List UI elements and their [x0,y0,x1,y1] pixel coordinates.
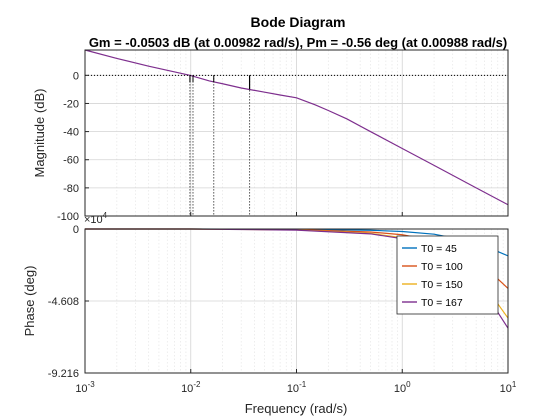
magnitude-curves [84,49,509,206]
phase-legend: T0 = 45 T0 = 100 T0 = 150 T0 = 167 [396,235,499,315]
x-tick-label: 100 [394,380,411,395]
y-tick-label: 0 [73,224,79,236]
legend-entry-label: T0 = 150 [421,279,463,291]
y-tick-label: -80 [63,183,79,195]
phase-y-multiplier: ×104 [84,211,108,226]
legend-entry-label: T0 = 45 [421,243,457,255]
magnitude-y-axis-label: Magnitude (dB) [32,89,47,178]
magnitude-curve [84,49,509,206]
x-ticks: 10-3 10-2 10-1 100 101 [75,212,517,395]
margin-markers [85,74,508,216]
x-tick-label: 10-1 [287,380,307,395]
x-tick-label: 10-3 [75,380,95,395]
x-tick-label: 10-2 [181,380,201,395]
y-tick-label: 0 [73,70,79,82]
phase-axes: 0 -4.608 -9.216 ×104 T0 = 45 T0 = 100 T0 = 1… [48,211,509,380]
phase-y-ticks: 0 -4.608 -9.216 [48,224,89,380]
magnitude-y-ticks: 0 -20 -40 -60 -80 -100 [57,70,89,223]
y-tick-label: -9.216 [48,368,79,380]
legend-box [396,235,499,315]
y-tick-label: -20 [63,98,79,110]
magnitude-axes: 0 -20 -40 -60 -80 -100 [57,49,509,223]
chart-subtitle: Gm = -0.0503 dB (at 0.00982 rad/s), Pm =… [89,35,507,50]
chart-title: Bode Diagram [251,14,346,30]
x-axis-label: Frequency (rad/s) [245,401,348,416]
y-tick-label: -40 [63,127,79,139]
legend-entry-label: T0 = 100 [421,261,463,273]
y-tick-label: -60 [63,155,79,167]
phase-y-axis-label: Phase (deg) [22,266,37,337]
x-tick-label: 101 [500,380,517,395]
legend-entry-label: T0 = 167 [421,297,463,309]
y-tick-label: -100 [57,211,79,223]
y-tick-label: -4.608 [48,296,79,308]
